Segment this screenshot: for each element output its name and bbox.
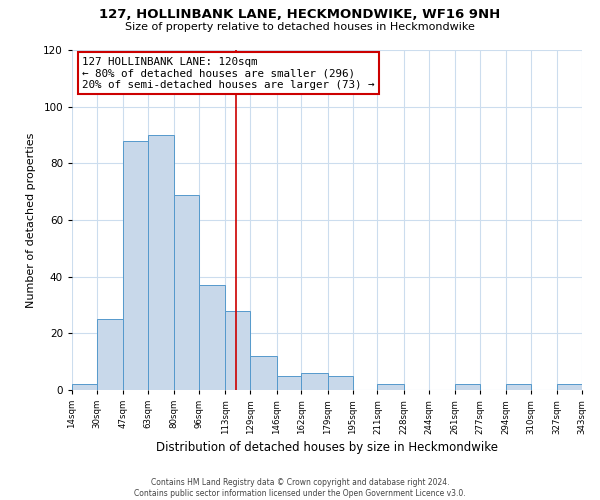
Bar xyxy=(250,356,277,390)
Bar xyxy=(455,384,479,390)
Bar xyxy=(199,285,226,390)
X-axis label: Distribution of detached houses by size in Heckmondwike: Distribution of detached houses by size … xyxy=(156,441,498,454)
Bar xyxy=(72,384,97,390)
Bar xyxy=(226,310,250,390)
Text: Size of property relative to detached houses in Heckmondwike: Size of property relative to detached ho… xyxy=(125,22,475,32)
Bar xyxy=(148,135,175,390)
Bar xyxy=(506,384,531,390)
Bar xyxy=(277,376,301,390)
Bar xyxy=(123,140,148,390)
Bar xyxy=(377,384,404,390)
Bar xyxy=(301,373,328,390)
Bar xyxy=(175,194,199,390)
Bar xyxy=(328,376,353,390)
Y-axis label: Number of detached properties: Number of detached properties xyxy=(26,132,36,308)
Bar xyxy=(557,384,582,390)
Text: Contains HM Land Registry data © Crown copyright and database right 2024.
Contai: Contains HM Land Registry data © Crown c… xyxy=(134,478,466,498)
Text: 127, HOLLINBANK LANE, HECKMONDWIKE, WF16 9NH: 127, HOLLINBANK LANE, HECKMONDWIKE, WF16… xyxy=(100,8,500,20)
Bar xyxy=(97,319,123,390)
Text: 127 HOLLINBANK LANE: 120sqm
← 80% of detached houses are smaller (296)
20% of se: 127 HOLLINBANK LANE: 120sqm ← 80% of det… xyxy=(82,57,374,90)
